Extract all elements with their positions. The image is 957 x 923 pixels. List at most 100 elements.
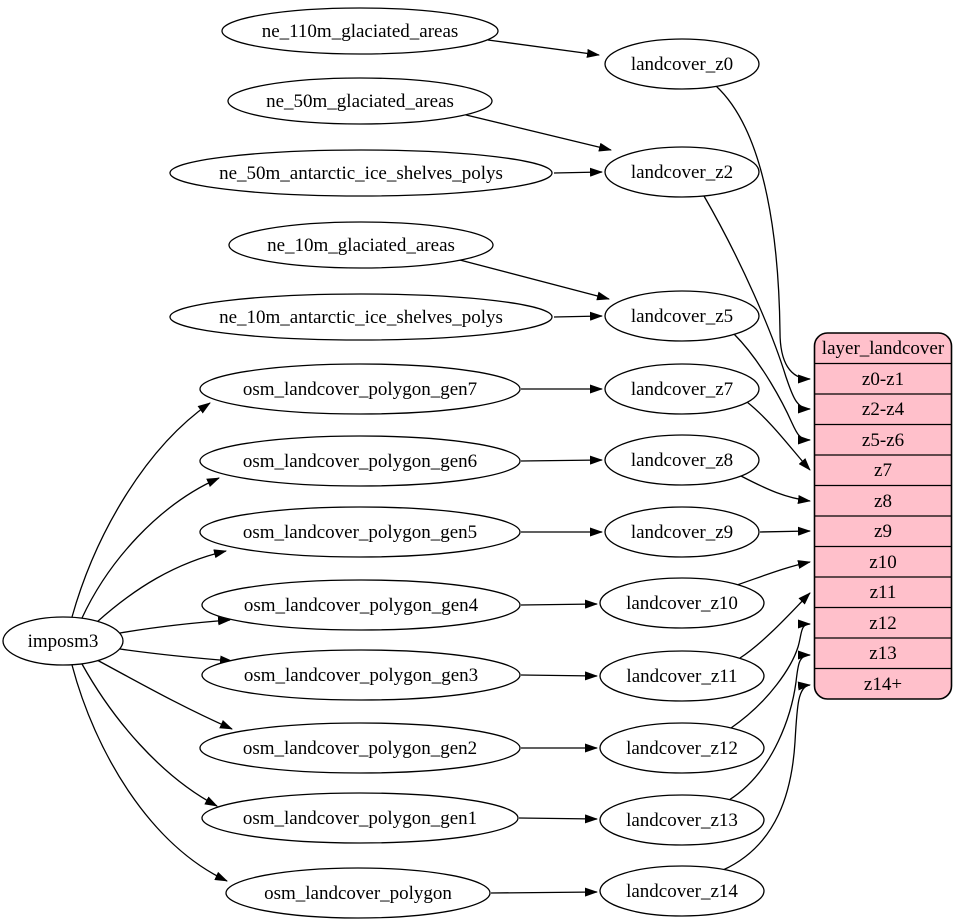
node-shape bbox=[199, 435, 521, 487]
table-row-z5-z6: z5-z6 bbox=[862, 430, 904, 451]
edge-osm_landcover_polygon_gen4--landcover_z10 bbox=[520, 599, 598, 609]
edge-landcover_z9--row-z9 bbox=[759, 526, 811, 536]
node-shape bbox=[599, 577, 765, 629]
node-landcover_z5: landcover_z5 bbox=[604, 290, 760, 342]
node-osm_landcover_polygon_gen6: osm_landcover_polygon_gen6 bbox=[199, 435, 521, 487]
node-landcover_z7: landcover_z7 bbox=[604, 363, 760, 415]
node-label: osm_landcover_polygon_gen1 bbox=[243, 808, 477, 829]
node-label: osm_landcover_polygon_gen6 bbox=[243, 451, 477, 472]
node-shape bbox=[225, 867, 491, 919]
edge-landcover_z11--row-z11 bbox=[739, 592, 811, 659]
node-label: imposm3 bbox=[28, 631, 99, 652]
node-ne_110m_glaciated_areas: ne_110m_glaciated_areas bbox=[221, 7, 499, 55]
edge-landcover_z5--row-z5-z6 bbox=[733, 333, 811, 445]
node-shape bbox=[604, 506, 760, 558]
node-shape bbox=[169, 149, 553, 197]
node-osm_landcover_polygon_gen7: osm_landcover_polygon_gen7 bbox=[199, 363, 521, 415]
node-shape bbox=[201, 649, 521, 701]
node-label: landcover_z14 bbox=[626, 881, 738, 902]
node-landcover_z2: landcover_z2 bbox=[604, 146, 760, 198]
node-label: landcover_z7 bbox=[631, 379, 733, 400]
node-landcover_z14: landcover_z14 bbox=[599, 865, 765, 917]
node-label: landcover_z8 bbox=[631, 450, 733, 471]
node-label: ne_50m_antarctic_ice_shelves_polys bbox=[219, 163, 503, 184]
node-shape bbox=[604, 434, 760, 486]
node-ne_10m_antarctic_ice_shelves_polys: ne_10m_antarctic_ice_shelves_polys bbox=[169, 293, 553, 341]
node-label: landcover_z13 bbox=[626, 810, 738, 831]
node-landcover_z0: landcover_z0 bbox=[604, 38, 760, 90]
node-label: ne_50m_glaciated_areas bbox=[266, 91, 454, 112]
node-label: landcover_z2 bbox=[631, 162, 733, 183]
node-shape bbox=[199, 363, 521, 415]
table-row-z2-z4: z2-z4 bbox=[862, 399, 905, 420]
table-row-z11: z11 bbox=[870, 582, 897, 603]
node-osm_landcover_polygon_gen1: osm_landcover_polygon_gen1 bbox=[201, 792, 519, 844]
node-label: osm_landcover_polygon bbox=[264, 883, 452, 904]
node-landcover_z10: landcover_z10 bbox=[599, 577, 765, 629]
node-landcover_z13: landcover_z13 bbox=[599, 794, 765, 846]
table-row-z12: z12 bbox=[869, 613, 896, 634]
node-osm_landcover_polygon_gen2: osm_landcover_polygon_gen2 bbox=[199, 722, 521, 774]
table-layer-landcover: layer_landcover z0-z1 z2-z4 z5-z6 z7 z8 … bbox=[813, 332, 953, 700]
edge-landcover_z14--row-z14plus bbox=[722, 681, 811, 871]
node-label: ne_10m_glaciated_areas bbox=[267, 235, 455, 256]
table-row-z0-z1: z0-z1 bbox=[862, 369, 904, 390]
node-shape bbox=[599, 650, 765, 702]
node-ne_50m_glaciated_areas: ne_50m_glaciated_areas bbox=[227, 77, 493, 125]
node-label: landcover_z0 bbox=[631, 54, 733, 75]
node-label: osm_landcover_polygon_gen5 bbox=[243, 522, 477, 543]
edge-landcover_z8--row-z8 bbox=[740, 475, 811, 504]
node-shape bbox=[228, 221, 494, 269]
edge-ne_10m_antarctic_ice_shelves_polys--landcover_z5 bbox=[553, 311, 603, 321]
edge-ne_50m_antarctic_ice_shelves_polys--landcover_z2 bbox=[553, 167, 603, 177]
node-landcover_z11: landcover_z11 bbox=[599, 650, 765, 702]
node-imposm3: imposm3 bbox=[2, 616, 124, 666]
edge-imposm3--osm_landcover_polygon_gen2 bbox=[96, 659, 233, 730]
edge-landcover_z12--row-z12 bbox=[730, 619, 811, 729]
edge-landcover_z2--row-z2-z4 bbox=[703, 195, 811, 414]
node-label: osm_landcover_polygon_gen3 bbox=[244, 665, 478, 686]
table-row-z10: z10 bbox=[869, 552, 896, 573]
edge-imposm3--osm_landcover_polygon bbox=[71, 664, 228, 882]
edge-osm_landcover_polygon_gen3--landcover_z11 bbox=[520, 671, 598, 681]
table-row-z9: z9 bbox=[874, 521, 892, 542]
edge-ne_10m_glaciated_areas--landcover_z5 bbox=[455, 258, 610, 301]
table-title: layer_landcover bbox=[822, 338, 945, 359]
edge-imposm3--osm_landcover_polygon_gen6 bbox=[81, 477, 220, 619]
node-shape bbox=[199, 722, 521, 774]
edge-imposm3--osm_landcover_polygon_gen1 bbox=[81, 663, 218, 807]
node-label: landcover_z12 bbox=[626, 738, 738, 759]
edge-osm_landcover_polygon_gen6--landcover_z8 bbox=[520, 455, 603, 465]
node-label: landcover_z11 bbox=[626, 666, 737, 687]
edge-osm_landcover_polygon--landcover_z14 bbox=[490, 887, 598, 897]
node-shape bbox=[199, 506, 521, 558]
edge-landcover_z7--row-z7 bbox=[746, 401, 811, 471]
node-shape bbox=[599, 794, 765, 846]
edge-imposm3--osm_landcover_polygon_gen7 bbox=[71, 402, 211, 618]
node-shape bbox=[169, 293, 553, 341]
node-shape bbox=[604, 38, 760, 90]
node-shape bbox=[227, 77, 493, 125]
node-shape bbox=[2, 616, 124, 666]
table-row-z8: z8 bbox=[874, 491, 892, 512]
node-label: ne_10m_antarctic_ice_shelves_polys bbox=[219, 307, 503, 328]
node-shape bbox=[599, 865, 765, 917]
edge-osm_landcover_polygon_gen1--landcover_z13 bbox=[518, 814, 598, 824]
edge-imposm3--osm_landcover_polygon_gen3 bbox=[119, 648, 233, 665]
table-row-z13: z13 bbox=[869, 643, 896, 664]
node-label: ne_110m_glaciated_areas bbox=[262, 21, 459, 42]
edge-ne_50m_glaciated_areas--landcover_z2 bbox=[461, 113, 612, 152]
node-shape bbox=[604, 146, 760, 198]
node-osm_landcover_polygon_gen5: osm_landcover_polygon_gen5 bbox=[199, 506, 521, 558]
node-label: landcover_z9 bbox=[631, 522, 733, 543]
edge-landcover_z13--row-z13 bbox=[728, 650, 811, 801]
node-shape bbox=[221, 7, 499, 55]
edge-ne_110m_glaciated_areas--landcover_z0 bbox=[487, 39, 600, 58]
node-label: osm_landcover_polygon_gen2 bbox=[243, 738, 477, 759]
node-shape bbox=[604, 290, 760, 342]
node-osm_landcover_polygon_gen4: osm_landcover_polygon_gen4 bbox=[201, 579, 521, 631]
edge-landcover_z10--row-z10 bbox=[736, 560, 811, 586]
node-landcover_z12: landcover_z12 bbox=[599, 722, 765, 774]
